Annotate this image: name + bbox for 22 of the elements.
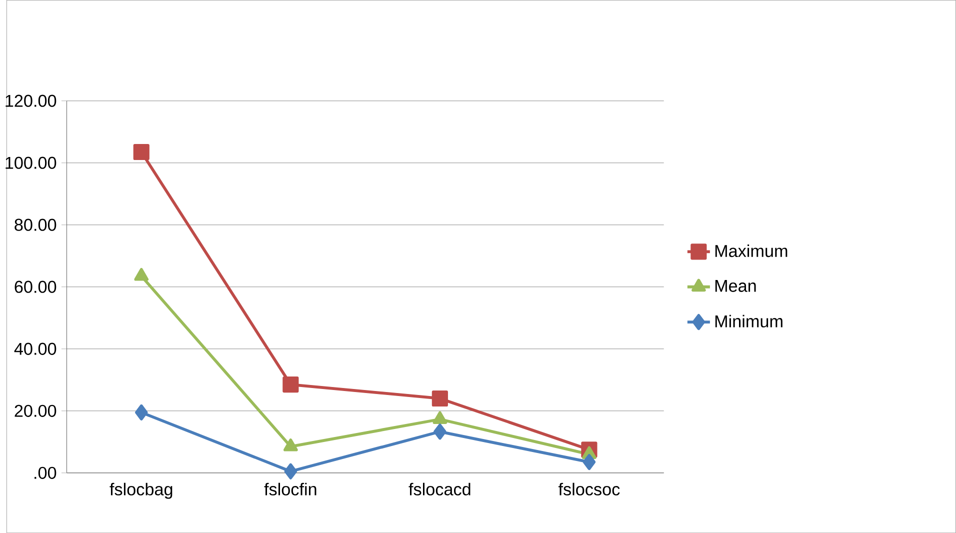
x-tick-label: fslocfin [264,482,316,496]
legend-label: Mean [715,280,756,292]
point [282,376,299,392]
point [134,268,149,281]
y-tick-label: 60.00 [14,280,56,293]
y-tick-label: 40.00 [14,342,56,355]
y-tick-label: 80.00 [14,218,56,231]
x-tick-label: fslocacd [408,482,470,496]
x-tick-label: fslocbag [110,482,172,499]
legend-label: Maximum [715,244,788,258]
y-tick-label: 120.00 [6,94,56,107]
x-tick-label: fslocsoc [558,482,620,496]
legend-label: Minimum [715,314,782,328]
y-tick-label: 100.00 [6,156,56,169]
y-tick-label: .00 [34,466,56,479]
point [434,424,446,440]
point [133,144,150,160]
point [432,390,448,406]
point [284,463,298,480]
point [582,454,596,470]
point [134,404,148,420]
y-tick-label: 20.00 [14,404,56,417]
